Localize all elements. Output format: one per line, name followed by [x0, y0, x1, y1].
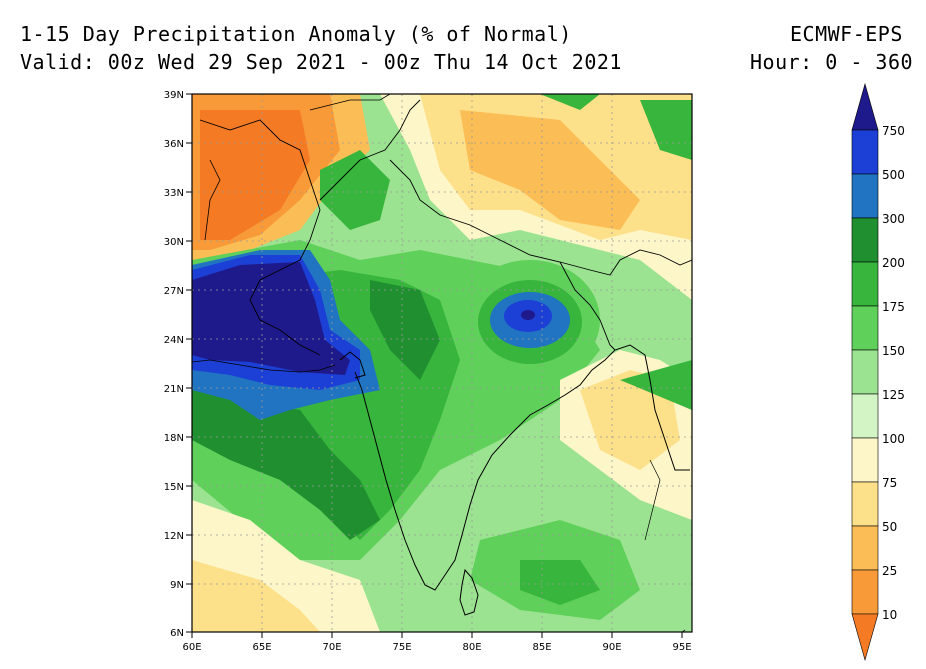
forecast-hours: Hour: 0 - 360 — [750, 50, 914, 74]
valid-time: Valid: 00z Wed 29 Sep 2021 - 00z Thu 14 … — [20, 50, 622, 74]
colorbar-label: 10 — [882, 608, 897, 622]
lat-label: 18N — [164, 433, 184, 444]
colorbar-label: 150 — [882, 344, 905, 358]
lon-label: 95E — [672, 642, 691, 653]
lat-label: 39N — [164, 90, 184, 101]
colorbar-label: 75 — [882, 476, 897, 490]
colorbar — [851, 82, 879, 662]
lon-label: 80E — [462, 642, 481, 653]
colorbar-labels: 750 500 300 200 175 150 125 100 75 50 25… — [882, 124, 905, 622]
lat-label: 30N — [164, 237, 184, 248]
colorbar-label: 50 — [882, 520, 897, 534]
lat-label: 15N — [164, 482, 184, 493]
colorbar-label: 25 — [882, 564, 897, 578]
lat-label: 24N — [164, 335, 184, 346]
colorbar-label: 300 — [882, 212, 905, 226]
model-name: ECMWF-EPS — [790, 22, 903, 46]
colorbar-label: 175 — [882, 300, 905, 314]
lat-label: 27N — [164, 286, 184, 297]
lon-label: 70E — [322, 642, 341, 653]
colorbar-label: 125 — [882, 388, 905, 402]
lon-label: 60E — [182, 642, 201, 653]
lat-label: 9N — [170, 580, 184, 591]
colorbar-label: 100 — [882, 432, 905, 446]
lon-label: 90E — [602, 642, 621, 653]
lat-label: 6N — [170, 628, 184, 639]
lon-label: 65E — [252, 642, 271, 653]
colorbar-label: 500 — [882, 168, 905, 182]
anomaly-fill — [192, 94, 692, 632]
lat-label: 12N — [164, 531, 184, 542]
lat-label: 21N — [164, 384, 184, 395]
lon-label: 75E — [392, 642, 411, 653]
lat-label: 33N — [164, 188, 184, 199]
map-title: 1-15 Day Precipitation Anomaly (% of Nor… — [20, 22, 572, 46]
colorbar-label: 750 — [882, 124, 905, 138]
map-frame — [191, 93, 693, 633]
lat-label: 36N — [164, 139, 184, 150]
lon-label: 85E — [532, 642, 551, 653]
colorbar-label: 200 — [882, 256, 905, 270]
latitude-labels: 39N 36N 33N 30N 27N 24N 21N 18N 15N 12N … — [164, 90, 184, 639]
longitude-labels: 60E 65E 70E 75E 80E 85E 90E 95E — [182, 642, 691, 653]
coastlines — [192, 94, 692, 632]
